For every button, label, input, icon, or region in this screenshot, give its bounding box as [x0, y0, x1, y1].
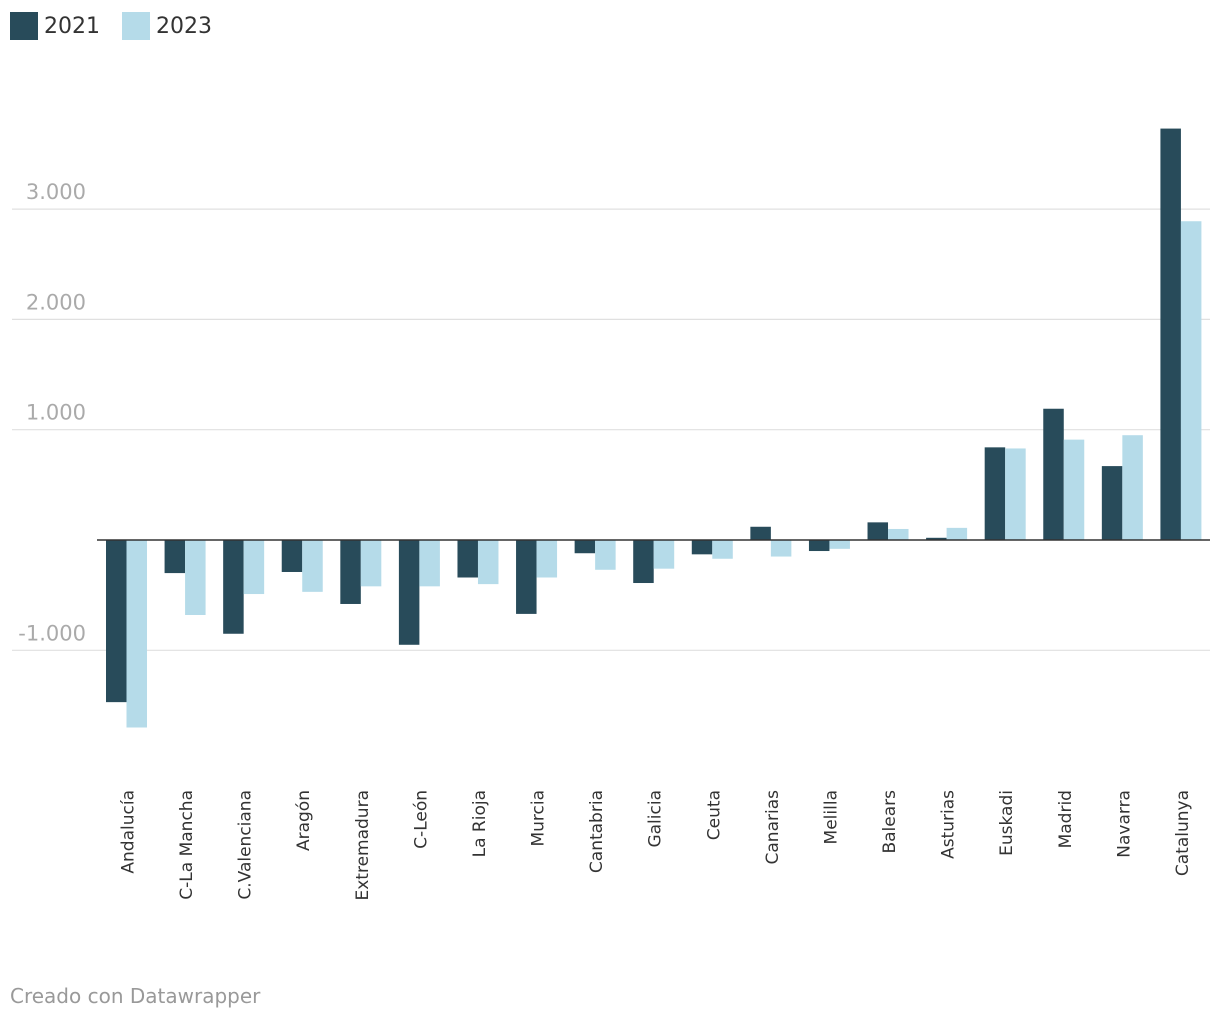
bar-2023	[360, 540, 382, 587]
y-tick-label: 3.000	[26, 180, 86, 204]
category-label: Catalunya	[1173, 790, 1193, 876]
bar-2021	[691, 540, 713, 555]
category-label: Extremadura	[353, 790, 373, 901]
bar-2021	[457, 540, 478, 578]
category-label: Canarias	[763, 790, 783, 865]
category-label: Ceuta	[704, 790, 724, 840]
bar-2021	[164, 540, 186, 574]
bar-2021	[926, 537, 947, 540]
bar-2023	[243, 540, 265, 595]
category-label: Navarra	[1114, 790, 1134, 858]
category-label: Balears	[880, 790, 900, 854]
category-label: La Rioja	[470, 790, 490, 857]
datawrapper-credit: Creado con Datawrapper	[10, 984, 261, 1008]
legend-swatch-2023	[122, 12, 150, 40]
bar-2023	[1180, 221, 1202, 540]
legend-swatch-2021	[10, 12, 38, 40]
y-tick-label: -1.000	[18, 621, 86, 645]
bar-2023	[419, 540, 440, 587]
bar-2023	[770, 540, 792, 557]
category-label: Aragón	[294, 790, 314, 851]
bar-2021	[984, 447, 1006, 540]
bar-2023	[126, 540, 147, 728]
bar-2023	[712, 540, 733, 559]
category-label: Melilla	[821, 790, 841, 844]
bar-2021	[398, 540, 420, 645]
category-label: Cantabria	[587, 790, 607, 873]
bar-2021	[106, 540, 127, 703]
category-label: C-La Mancha	[177, 790, 197, 900]
bar-2023	[653, 540, 675, 569]
bar-2023	[1122, 435, 1143, 540]
legend-label-2023: 2023	[156, 13, 212, 39]
category-label: C.Valenciana	[236, 790, 256, 900]
bar-2023	[1063, 439, 1085, 540]
bar-2021	[516, 540, 537, 614]
bar-2021	[223, 540, 244, 634]
legend: 2021 2023	[10, 12, 212, 40]
legend-item-2023: 2023	[122, 12, 212, 40]
bar-2021	[750, 526, 771, 540]
bar-2021	[808, 540, 830, 552]
bar-2023	[595, 540, 616, 570]
legend-label-2021: 2021	[44, 13, 100, 39]
bar-2021	[867, 522, 889, 540]
category-label: Asturias	[939, 790, 959, 859]
bar-2023	[185, 540, 206, 616]
bar-2023	[477, 540, 499, 585]
bar-2023	[302, 540, 323, 592]
category-label: Madrid	[1056, 790, 1076, 848]
category-label: Galicia	[646, 790, 666, 848]
bar-2023	[1005, 448, 1026, 540]
legend-item-2021: 2021	[10, 12, 100, 40]
category-label: Andalucía	[119, 790, 139, 874]
bar-2023	[829, 540, 850, 549]
bar-2023	[536, 540, 558, 578]
bar-2021	[1043, 408, 1064, 540]
bar-2023	[888, 528, 909, 540]
bar-2021	[1101, 466, 1123, 540]
bar-2021	[633, 540, 654, 584]
category-label: Euskadi	[997, 790, 1017, 856]
y-tick-label: 1.000	[26, 401, 86, 425]
bar-2021	[1160, 128, 1181, 540]
bar-2021	[340, 540, 361, 604]
category-label: Murcia	[529, 790, 549, 847]
y-tick-label: 2.000	[26, 290, 86, 314]
category-label: C-León	[411, 790, 431, 849]
bar-2021	[574, 540, 596, 554]
bar-2023	[946, 527, 968, 540]
bar-2021	[281, 540, 303, 572]
